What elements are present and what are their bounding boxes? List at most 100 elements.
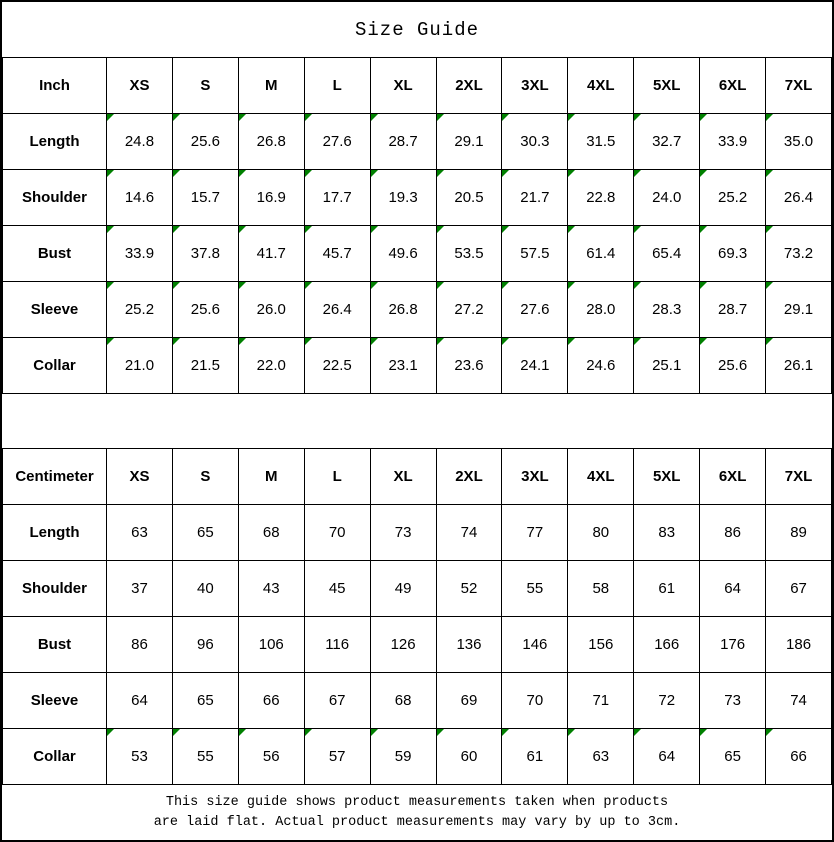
value-cell: 45: [303, 560, 371, 617]
value-cell: 53.5: [435, 225, 503, 282]
size-header-cell: 2XL: [435, 57, 503, 114]
value-text: 37.8: [190, 245, 220, 262]
size-header-cell: 4XL: [567, 448, 635, 505]
row-label: Bust: [2, 225, 107, 282]
green-corner-marker-icon: [437, 338, 444, 345]
value-cell: 23.1: [369, 337, 437, 394]
value-text: 55: [526, 580, 544, 597]
value-cell: 126: [369, 616, 437, 673]
value-text: 68: [394, 692, 412, 709]
value-cell: 37: [106, 560, 173, 617]
green-corner-marker-icon: [305, 226, 312, 233]
green-corner-marker-icon: [700, 226, 708, 233]
value-cell: 25.2: [106, 281, 173, 338]
value-text: 65.4: [652, 245, 682, 262]
value-cell: 106: [237, 616, 305, 673]
green-corner-marker-icon: [568, 114, 576, 121]
value-cell: 65.4: [633, 225, 701, 282]
value-cell: 65: [699, 728, 767, 785]
value-cell: 96: [171, 616, 239, 673]
value-text: 27.6: [322, 133, 352, 150]
value-cell: 29.1: [765, 281, 832, 338]
value-text: 80: [592, 524, 610, 541]
value-cell: 19.3: [369, 169, 437, 226]
value-cell: 74: [435, 504, 503, 561]
value-cell: 67: [303, 672, 371, 729]
size-header-cell: S: [171, 57, 239, 114]
value-cell: 27.2: [435, 281, 503, 338]
row-label: Length: [2, 504, 107, 561]
value-text: 26.4: [322, 301, 352, 318]
value-text: 28.7: [718, 301, 748, 318]
value-cell: 53: [106, 728, 173, 785]
value-text: 24.0: [652, 189, 682, 206]
value-text: 77: [526, 524, 544, 541]
value-text: 68: [262, 524, 280, 541]
value-cell: 73: [699, 672, 767, 729]
value-cell: 55: [501, 560, 569, 617]
inch-row-bust: Bust 33.9 37.8 41.7 45.7 49.6 53.5 57.5 61.4 65.4…: [2, 225, 832, 282]
size-header-cell: XL: [369, 57, 437, 114]
green-corner-marker-icon: [568, 282, 576, 289]
green-corner-marker-icon: [634, 338, 642, 345]
green-corner-marker-icon: [766, 282, 774, 289]
value-text: 74: [790, 692, 807, 709]
size-header-cell: M: [237, 57, 305, 114]
value-text: 59: [394, 748, 412, 765]
value-cell: 33.9: [699, 113, 767, 170]
size-header-cell: 6XL: [699, 57, 767, 114]
value-text: 26.8: [256, 133, 286, 150]
value-cell: 70: [303, 504, 371, 561]
value-cell: 26.1: [765, 337, 832, 394]
green-corner-marker-icon: [634, 226, 642, 233]
value-cell: 21.7: [501, 169, 569, 226]
value-text: 89: [790, 524, 807, 541]
value-text: 16.9: [256, 189, 286, 206]
value-cell: 166: [633, 616, 701, 673]
green-corner-marker-icon: [173, 729, 180, 736]
green-corner-marker-icon: [173, 338, 180, 345]
page-title: Size Guide: [354, 18, 480, 41]
green-corner-marker-icon: [107, 729, 114, 736]
green-corner-marker-icon: [502, 338, 510, 345]
green-corner-marker-icon: [766, 338, 774, 345]
value-text: 26.4: [783, 189, 814, 206]
green-corner-marker-icon: [173, 170, 180, 177]
value-cell: 64: [633, 728, 701, 785]
value-text: 136: [456, 636, 482, 653]
green-corner-marker-icon: [107, 282, 114, 289]
green-corner-marker-icon: [634, 114, 642, 121]
value-text: 73.2: [783, 245, 814, 262]
value-cell: 25.6: [699, 337, 767, 394]
value-text: 166: [654, 636, 680, 653]
value-text: 26.0: [256, 301, 286, 318]
green-corner-marker-icon: [437, 114, 444, 121]
size-header-cell: 3XL: [501, 57, 569, 114]
size-header-cell: 5XL: [633, 448, 701, 505]
row-label: Collar: [2, 337, 107, 394]
value-text: 24.8: [124, 133, 155, 150]
green-corner-marker-icon: [305, 282, 312, 289]
value-text: 25.6: [190, 133, 220, 150]
value-text: 69.3: [718, 245, 748, 262]
value-cell: 65: [171, 504, 239, 561]
value-cell: 61: [501, 728, 569, 785]
value-cell: 29.1: [435, 113, 503, 170]
value-text: 22.0: [256, 357, 286, 374]
centimeter-size-table: Centimeter XS S M L XL 2XL 3XL 4XL 5XL 6XL 7XL Lengt…: [2, 448, 832, 785]
inch-row-shoulder: Shoulder 14.6 15.7 16.9 17.7 19.3 20.5 21.7 22.8…: [2, 169, 832, 226]
value-text: 21.7: [520, 189, 550, 206]
value-cell: 26.4: [765, 169, 832, 226]
green-corner-marker-icon: [371, 114, 378, 121]
value-text: 25.1: [652, 357, 682, 374]
value-cell: 16.9: [237, 169, 305, 226]
green-corner-marker-icon: [700, 170, 708, 177]
value-text: 21.5: [190, 357, 220, 374]
green-corner-marker-icon: [437, 282, 444, 289]
value-cell: 30.3: [501, 113, 569, 170]
value-cell: 15.7: [171, 169, 239, 226]
value-cell: 33.9: [106, 225, 173, 282]
value-cell: 55: [171, 728, 239, 785]
value-text: 37: [131, 580, 148, 597]
green-corner-marker-icon: [107, 338, 114, 345]
